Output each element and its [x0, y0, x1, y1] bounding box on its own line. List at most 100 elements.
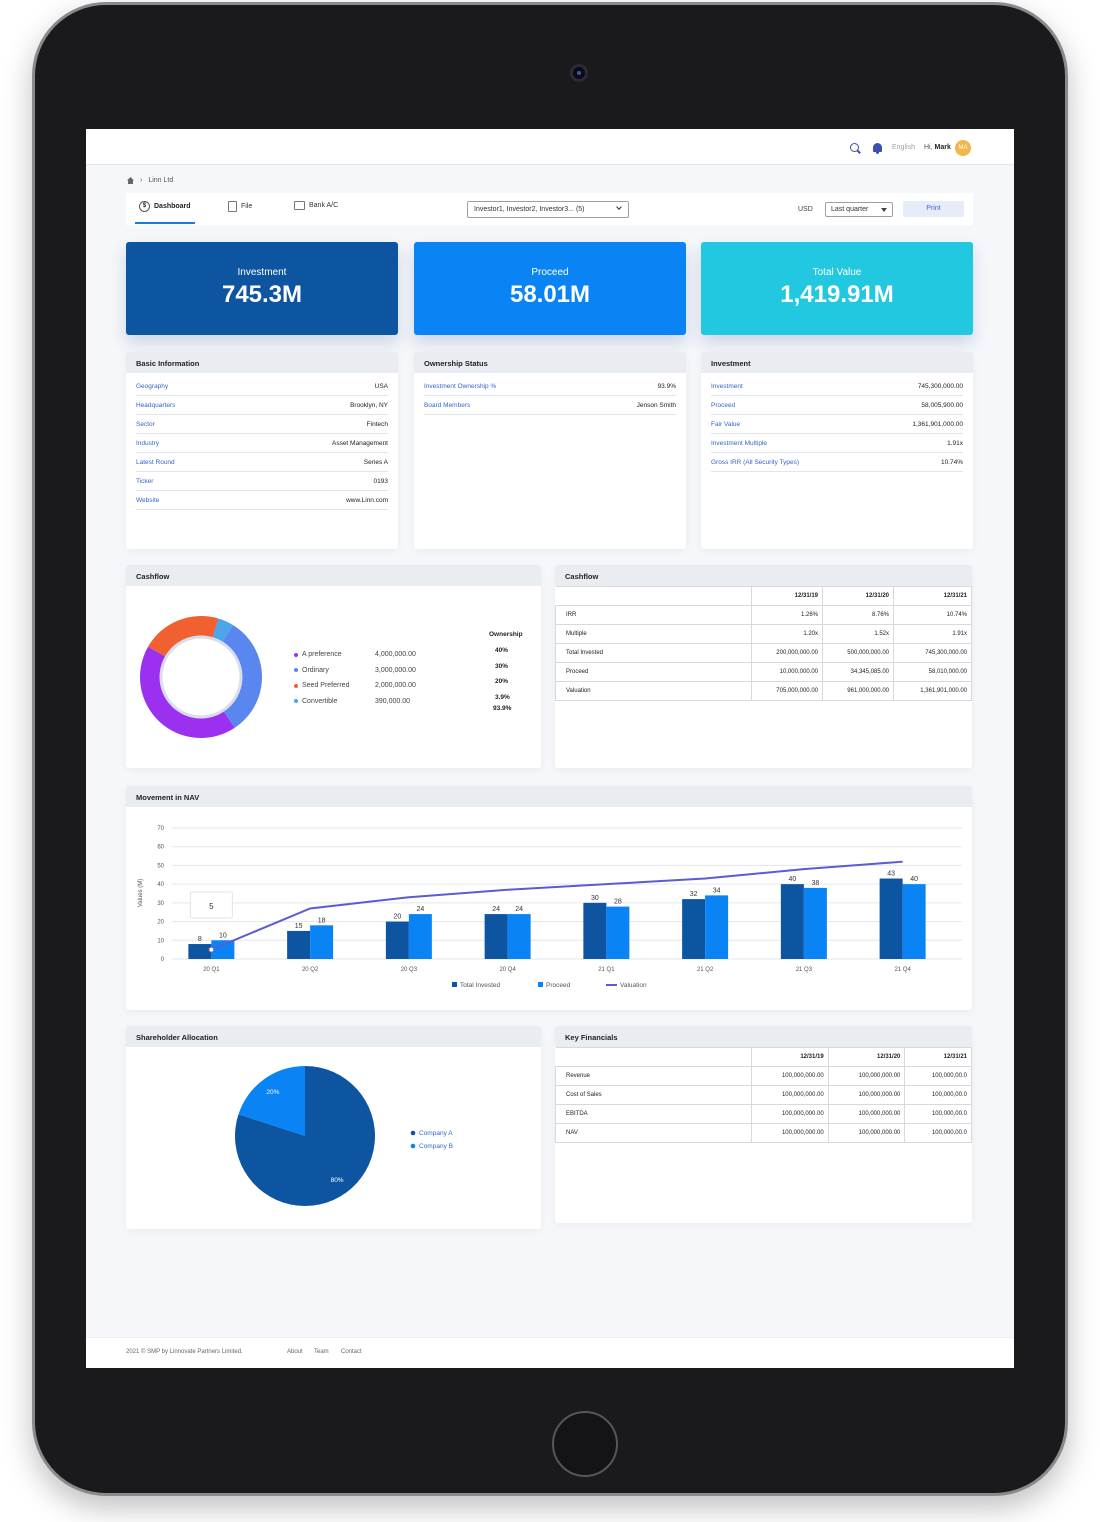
donut-slice-2[interactable] [148, 616, 219, 658]
bar-proceed[interactable] [803, 887, 827, 959]
table-row: NAV 100,000,000.00 100,000,000.00 100,000,0… [555, 1123, 972, 1143]
donut-slice-3[interactable] [212, 618, 233, 643]
avatar[interactable]: MA [955, 140, 971, 156]
info-key[interactable]: Investment [711, 382, 743, 390]
table-cell: 8.76% [822, 605, 894, 625]
card-title: Shareholder Allocation [126, 1026, 541, 1047]
key-financials-table: 12/31/19 12/31/20 12/31/21 Revenue 100,000,0… [555, 1047, 972, 1143]
home-icon[interactable] [127, 177, 134, 184]
investor-select[interactable]: Investor1, Investor2, Investor3... (5) [467, 201, 629, 218]
card-title: Movement in NAV [126, 786, 972, 807]
kpi-label: Investment [237, 267, 287, 278]
legend-name: Convertible [302, 697, 338, 705]
info-key[interactable]: Gross IRR (All Security Types) [711, 458, 800, 466]
tab-dashboard[interactable]: $ Dashboard [139, 201, 191, 212]
table-cell: 200,000,000.00 [751, 643, 823, 663]
bar-total-invested[interactable] [780, 884, 804, 959]
bar-total-invested[interactable] [188, 944, 212, 959]
legend-name: Seed Preferred [302, 682, 350, 689]
bar-proceed[interactable] [902, 884, 926, 959]
info-key[interactable]: Industry [136, 439, 160, 447]
info-key[interactable]: Investment Multiple [711, 439, 767, 447]
pie-legend-label[interactable]: Company B [419, 1143, 453, 1150]
bar-total-invested[interactable] [287, 930, 311, 959]
tab-label: File [241, 203, 253, 210]
x-tick-label: 20 Q1 [203, 967, 220, 973]
info-key[interactable]: Geography [136, 382, 169, 390]
legend-dot-icon [294, 683, 298, 688]
info-key[interactable]: Ticker [136, 477, 154, 485]
legend-label[interactable]: Valuation [620, 982, 647, 989]
pie-slice-company-a[interactable] [234, 1066, 375, 1206]
footer-link-team[interactable]: Team [314, 1349, 329, 1355]
footer: 2021 © SMP by Linnovate Partners Limited… [86, 1337, 1014, 1368]
table-cell: 100,000,000.00 [751, 1066, 829, 1086]
bank-icon [294, 201, 305, 210]
info-key[interactable]: Board Members [424, 401, 471, 409]
row-label: Total Invested [555, 643, 752, 663]
card-title: Basic Information [126, 352, 398, 373]
tab-file[interactable]: File [228, 201, 252, 212]
print-button[interactable]: Print [903, 201, 964, 217]
bar-total-invested[interactable] [879, 878, 903, 959]
table-cell: 1.20x [751, 624, 823, 644]
donut-chart [140, 616, 262, 738]
valuation-line[interactable] [210, 860, 903, 951]
valuation-point[interactable] [208, 946, 215, 953]
language-selector[interactable]: English [892, 144, 915, 151]
pie-legend-label[interactable]: Company A [419, 1130, 453, 1137]
x-tick-label: 21 Q1 [598, 967, 615, 973]
breadcrumb-company[interactable]: Linn Ltd [148, 177, 174, 184]
bell-icon[interactable] [873, 143, 882, 154]
donut-slice-0[interactable] [140, 646, 235, 738]
basic-information-card: Basic Information Geography USA Headquarte… [126, 352, 398, 549]
bar-total-invested[interactable] [484, 914, 508, 959]
bar-value-label: 8 [198, 936, 202, 943]
legend-label[interactable]: Total Invested [460, 982, 500, 989]
basic-info-list: Geography USA Headquarters Brooklyn, NY Sect… [126, 373, 398, 510]
cashflow-table-card: Cashflow 12/31/19 12/31/20 12/31/21 IRR 1.26… [555, 565, 972, 768]
info-key[interactable]: Headquarters [136, 401, 176, 409]
bar-proceed[interactable] [408, 914, 432, 959]
bar-proceed[interactable] [705, 895, 729, 959]
footer-link-about[interactable]: About [287, 1349, 303, 1355]
home-button[interactable] [552, 1411, 618, 1477]
bar-proceed[interactable] [310, 925, 334, 959]
bar-total-invested[interactable] [385, 921, 409, 959]
info-key[interactable]: Proceed [711, 401, 736, 409]
footer-link-contact[interactable]: Contact [341, 1349, 362, 1355]
bar-proceed[interactable] [606, 906, 630, 959]
info-row: Geography USA [136, 377, 388, 396]
bar-proceed[interactable] [507, 914, 531, 959]
y-tick-label: 10 [157, 938, 164, 944]
info-key[interactable]: Sector [136, 420, 155, 428]
bar-value-label: 24 [416, 906, 424, 913]
period-select[interactable]: Last quarter [825, 202, 893, 217]
legend-label[interactable]: Proceed [546, 982, 571, 989]
x-tick-label: 21 Q4 [894, 967, 911, 973]
column-header: 12/31/19 [751, 1047, 829, 1067]
bar-value-label: 40 [910, 876, 918, 883]
bar-proceed[interactable] [211, 940, 235, 959]
bar-value-label: 10 [219, 932, 227, 939]
info-value: 10.74% [940, 458, 963, 466]
info-key[interactable]: Fair Value [711, 420, 741, 428]
kpi-value: 58.01M [509, 281, 591, 308]
info-key[interactable]: Latest Round [136, 458, 175, 466]
bar-total-invested[interactable] [583, 902, 607, 959]
legend-name: Ordinary [302, 666, 329, 674]
info-key[interactable]: Website [136, 496, 160, 504]
column-header: 12/31/19 [751, 586, 823, 606]
chevron-down-icon [616, 204, 622, 210]
legend-dot-icon [410, 1130, 416, 1136]
info-key[interactable]: Investment Ownership % [424, 382, 497, 390]
bar-total-invested[interactable] [682, 899, 706, 959]
pie-slice-company-b[interactable] [238, 1066, 305, 1136]
x-tick-label: 20 Q4 [499, 967, 516, 973]
table-row: EBITDA 100,000,000.00 100,000,000.00 100,00… [555, 1104, 972, 1124]
tab-bank-ac[interactable]: Bank A/C [294, 201, 338, 210]
row-label: EBITDA [555, 1104, 752, 1124]
search-icon[interactable] [850, 143, 859, 152]
column-header: 12/31/21 [904, 1047, 972, 1067]
info-row: Gross IRR (All Security Types) 10.74% [711, 453, 963, 472]
